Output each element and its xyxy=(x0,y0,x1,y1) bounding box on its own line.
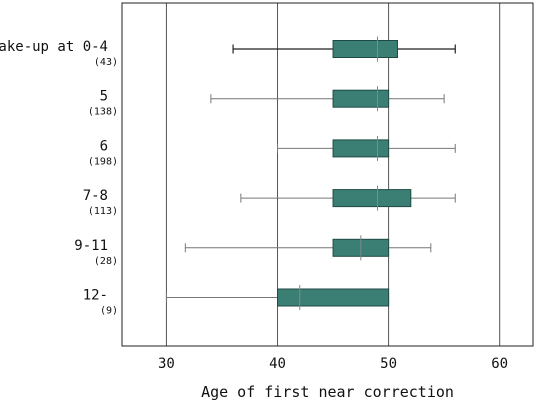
whiskers xyxy=(165,44,456,302)
category-label: Wake-up at 0-4 xyxy=(0,39,108,55)
category-n-label: (113) xyxy=(88,206,118,217)
category-label: 12- xyxy=(83,288,108,304)
box xyxy=(277,288,390,307)
category-n-label: (138) xyxy=(88,107,118,118)
x-tick-labels: 30 40 50 60 xyxy=(158,356,508,372)
category-n-label: (9) xyxy=(100,306,118,317)
category-label: 9-11 xyxy=(74,238,108,254)
category-label: 7-8 xyxy=(83,188,108,204)
category-label: 5 xyxy=(100,89,108,105)
x-tick-label: 50 xyxy=(380,356,397,372)
category-labels: Wake-up at 0-4 (43) 5 (138) 6 (198) 7-8 (113) 9-… xyxy=(0,39,118,317)
boxes xyxy=(277,36,412,310)
box xyxy=(332,189,412,208)
box xyxy=(332,40,398,58)
category-n-label: (198) xyxy=(88,156,118,167)
x-tick-label: 30 xyxy=(158,356,175,372)
category-label: 6 xyxy=(100,138,108,154)
x-tick-label: 40 xyxy=(269,356,286,372)
x-tick-label: 60 xyxy=(491,356,508,372)
box xyxy=(332,89,390,108)
plot-frame xyxy=(121,2,534,347)
category-n-label: (43) xyxy=(94,57,118,68)
category-n-label: (28) xyxy=(94,256,118,267)
x-axis-title: Age of first near correction xyxy=(201,383,454,401)
box xyxy=(332,139,390,158)
